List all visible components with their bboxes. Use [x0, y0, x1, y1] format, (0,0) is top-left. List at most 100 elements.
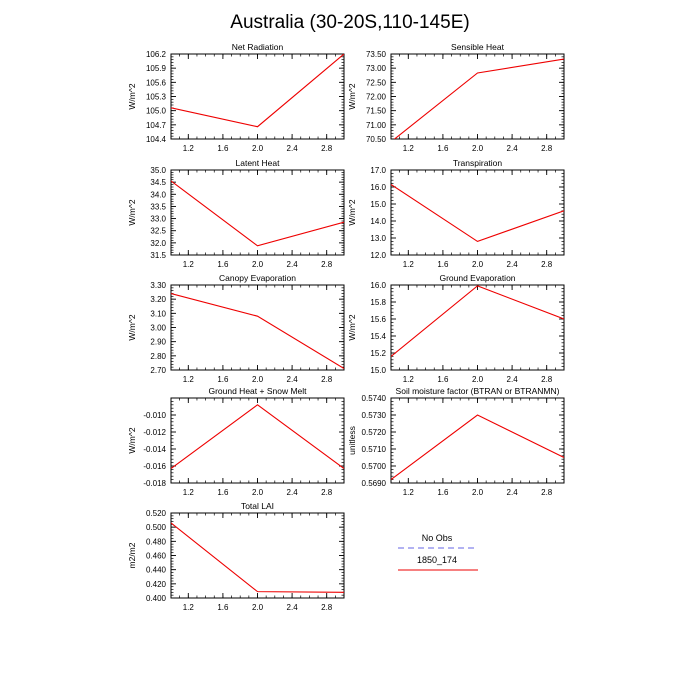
transpiration-xtick-label: 1.6	[437, 260, 449, 269]
sensible-heat-ytick-label: 71.50	[366, 107, 387, 116]
transpiration-series-line	[391, 183, 564, 243]
soil-moisture-factor-btran-or-btranmn-ytick-label: 0.5690	[362, 479, 387, 488]
sensible-heat-xtick-label: 1.2	[403, 144, 415, 153]
soil-moisture-factor-btran-or-btranmn-xtick-label: 2.4	[507, 488, 519, 497]
ground-evaporation-xtick-label: 1.6	[437, 375, 449, 384]
ground-heat-snow-melt-xtick-label: 1.6	[217, 488, 229, 497]
ground-heat-snow-melt-ytick-label: -0.018	[143, 479, 166, 488]
ground-evaporation-title: Ground Evaporation	[439, 273, 515, 283]
canopy-evaporation-xtick-label: 1.2	[183, 375, 195, 384]
canopy-evaporation-ytick-label: 3.20	[150, 295, 166, 304]
net-radiation-ytick-label: 104.7	[146, 121, 167, 130]
canopy-evaporation-ytick-label: 3.00	[150, 324, 166, 333]
net-radiation-xtick-label: 1.6	[217, 144, 229, 153]
latent-heat-ytick-label: 31.5	[150, 251, 166, 260]
total-lai-ytick-label: 0.460	[146, 552, 167, 561]
transpiration-plot-frame	[390, 169, 565, 256]
transpiration-ytick-label: 17.0	[370, 166, 386, 175]
latent-heat-chart: Latent Heat W/m^2 1.2 1.6 2.0 2.4 2.8 31.5 32.0 3…	[127, 158, 345, 269]
soil-moisture-factor-btran-or-btranmn-plot-frame	[390, 397, 565, 484]
latent-heat-xtick-label: 2.8	[321, 260, 333, 269]
transpiration-ytick-label: 13.0	[370, 234, 386, 243]
canopy-evaporation-xtick-label: 2.8	[321, 375, 333, 384]
ground-evaporation-ytick-label: 15.4	[370, 332, 386, 341]
ground-heat-snow-melt-ytick-label: -0.016	[143, 462, 166, 471]
canopy-evaporation-ytick-label: 3.30	[150, 281, 166, 290]
canopy-evaporation-ytick-label: 2.90	[150, 338, 166, 347]
net-radiation-ytick-label: 105.6	[146, 78, 167, 87]
sensible-heat-series-line	[393, 58, 564, 139]
sensible-heat-plot-frame	[390, 53, 565, 140]
total-lai-ytick-label: 0.520	[146, 509, 167, 518]
latent-heat-ytick-label: 33.0	[150, 215, 166, 224]
transpiration-xtick-label: 2.4	[507, 260, 519, 269]
total-lai-ytick-label: 0.500	[146, 523, 167, 532]
ground-heat-snow-melt-series-line	[171, 404, 344, 469]
total-lai-xtick-label: 1.6	[217, 603, 229, 612]
transpiration-ytick-label: 16.0	[370, 183, 386, 192]
figure-title: Australia (30-20S,110-145E)	[230, 12, 469, 33]
soil-moisture-factor-btran-or-btranmn-xtick-label: 1.2	[403, 488, 415, 497]
soil-moisture-factor-btran-or-btranmn-xtick-label: 2.8	[541, 488, 553, 497]
latent-heat-ylabel: W/m^2	[127, 199, 137, 225]
net-radiation-xtick-label: 1.2	[183, 144, 195, 153]
canopy-evaporation-xtick-label: 2.0	[252, 375, 264, 384]
total-lai-xtick-label: 2.8	[321, 603, 333, 612]
soil-moisture-factor-btran-or-btranmn-chart: Soil moisture factor (BTRAN or BTRANMN) u…	[347, 386, 565, 497]
total-lai-title: Total LAI	[241, 501, 274, 511]
ground-heat-snow-melt-xtick-label: 2.0	[252, 488, 264, 497]
total-lai-xtick-label: 2.0	[252, 603, 264, 612]
sensible-heat-xtick-label: 1.6	[437, 144, 449, 153]
chart-panels: Net Radiation W/m^2 1.2 1.6 2.0 2.4 2.8 104.4 10…	[127, 42, 565, 612]
total-lai-ylabel: m2/m2	[127, 542, 137, 568]
total-lai-chart: Total LAI m2/m2 1.2 1.6 2.0 2.4 2.8 0.400 0.420 0…	[127, 501, 345, 612]
canopy-evaporation-ytick-label: 2.70	[150, 366, 166, 375]
ground-heat-snow-melt-xtick-label: 2.4	[287, 488, 299, 497]
ground-evaporation-ylabel: W/m^2	[347, 314, 357, 340]
canopy-evaporation-plot-frame	[170, 284, 345, 371]
soil-moisture-factor-btran-or-btranmn-series-line	[391, 414, 564, 481]
latent-heat-xtick-label: 2.0	[252, 260, 264, 269]
ground-heat-snow-melt-title: Ground Heat + Snow Melt	[208, 386, 307, 396]
transpiration-xtick-label: 2.0	[472, 260, 484, 269]
soil-moisture-factor-btran-or-btranmn-title: Soil moisture factor (BTRAN or BTRANMN)	[396, 386, 560, 396]
ground-evaporation-ytick-label: 15.0	[370, 366, 386, 375]
transpiration-ytick-label: 14.0	[370, 217, 386, 226]
legend-label-no-obs: No Obs	[422, 533, 453, 543]
soil-moisture-factor-btran-or-btranmn-xtick-label: 2.0	[472, 488, 484, 497]
net-radiation-xtick-label: 2.4	[287, 144, 299, 153]
canopy-evaporation-chart: Canopy Evaporation W/m^2 1.2 1.6 2.0 2.4 2.8 2.…	[127, 273, 345, 384]
ground-evaporation-xtick-label: 2.8	[541, 375, 553, 384]
canopy-evaporation-ytick-label: 3.10	[150, 309, 166, 318]
canopy-evaporation-title: Canopy Evaporation	[219, 273, 296, 283]
soil-moisture-factor-btran-or-btranmn-ytick-label: 0.5740	[362, 394, 387, 403]
latent-heat-ytick-label: 32.0	[150, 239, 166, 248]
sensible-heat-ytick-label: 71.00	[366, 121, 387, 130]
canopy-evaporation-ytick-label: 2.80	[150, 352, 166, 361]
sensible-heat-ytick-label: 73.50	[366, 50, 387, 59]
ground-evaporation-xtick-label: 2.0	[472, 375, 484, 384]
net-radiation-ytick-label: 104.4	[146, 135, 167, 144]
ground-heat-snow-melt-plot-frame	[170, 397, 345, 484]
transpiration-xtick-label: 2.8	[541, 260, 553, 269]
ground-heat-snow-melt-ylabel: W/m^2	[127, 427, 137, 453]
latent-heat-ytick-label: 35.0	[150, 166, 166, 175]
ground-evaporation-ytick-label: 16.0	[370, 281, 386, 290]
transpiration-title: Transpiration	[453, 158, 503, 168]
net-radiation-xtick-label: 2.8	[321, 144, 333, 153]
total-lai-plot-frame	[170, 512, 345, 599]
soil-moisture-factor-btran-or-btranmn-xtick-label: 1.6	[437, 488, 449, 497]
legend-label-1850-174: 1850_174	[417, 555, 457, 565]
latent-heat-plot-frame	[170, 169, 345, 256]
latent-heat-ytick-label: 34.5	[150, 178, 166, 187]
net-radiation-ytick-label: 105.0	[146, 107, 167, 116]
sensible-heat-ylabel: W/m^2	[347, 83, 357, 109]
ground-heat-snow-melt-xtick-label: 1.2	[183, 488, 195, 497]
transpiration-xtick-label: 1.2	[403, 260, 415, 269]
ground-evaporation-plot-frame	[390, 284, 565, 371]
net-radiation-ylabel: W/m^2	[127, 83, 137, 109]
net-radiation-ytick-label: 105.3	[146, 93, 167, 102]
total-lai-xtick-label: 2.4	[287, 603, 299, 612]
ground-heat-snow-melt-xtick-label: 2.8	[321, 488, 333, 497]
